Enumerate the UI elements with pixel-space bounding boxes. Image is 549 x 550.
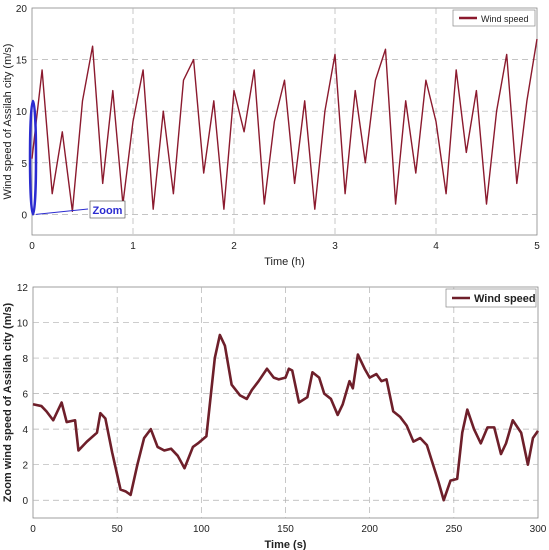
x-tick-label: 250 [445, 524, 462, 535]
x-tick-label: 0 [29, 241, 35, 252]
x-tick-label: 4 [433, 241, 439, 252]
y-tick-label: 10 [17, 319, 29, 330]
y-tick-label: 15 [16, 56, 28, 67]
zoom-label: Zoom [93, 205, 123, 217]
x-axis-label: Time (h) [264, 256, 305, 268]
y-axis-label: Wind speed of Assilah city (m/s) [2, 44, 14, 200]
zoom-label-box [89, 200, 126, 219]
y-tick-label: 12 [17, 283, 29, 294]
x-axis-label: Time (s) [265, 539, 307, 550]
y-tick-label: 0 [21, 210, 27, 221]
x-tick-label: 0 [30, 524, 36, 535]
y-axis-label: Zoom wind speed of Assilah city (m/s) [2, 302, 14, 502]
x-tick-label: 3 [332, 241, 338, 252]
x-tick-label: 5 [534, 241, 540, 252]
legend-label: Wind speed [474, 293, 536, 305]
y-tick-label: 10 [16, 107, 28, 118]
x-tick-label: 1 [130, 241, 136, 252]
x-tick-label: 150 [277, 524, 294, 535]
y-tick-label: 6 [22, 390, 28, 401]
legend-label: Wind speed [481, 14, 529, 24]
y-tick-label: 8 [22, 354, 28, 365]
legend-box [452, 9, 536, 27]
top-chart: 0 1 2 3 4 5 0 5 10 15 20 Time (h) Wind speed of Assi… [2, 4, 540, 268]
bottom-chart: 0 50 100 150 200 250 300 0 2 4 6 8 10 12 Time (s) Zoom … [2, 283, 547, 550]
x-tick-label: 50 [112, 524, 124, 535]
y-tick-label: 4 [22, 425, 28, 436]
zoom-arrow [35, 208, 89, 215]
x-tick-label: 2 [231, 241, 237, 252]
x-tick-label: 200 [361, 524, 378, 535]
y-tick-label: 2 [22, 461, 28, 472]
y-tick-label: 0 [22, 496, 28, 507]
y-tick-label: 20 [16, 4, 28, 15]
x-tick-label: 100 [193, 524, 210, 535]
y-tick-label: 5 [21, 159, 27, 170]
x-tick-label: 300 [530, 524, 547, 535]
legend-box [445, 288, 537, 308]
zoom-ellipse [28, 99, 38, 216]
